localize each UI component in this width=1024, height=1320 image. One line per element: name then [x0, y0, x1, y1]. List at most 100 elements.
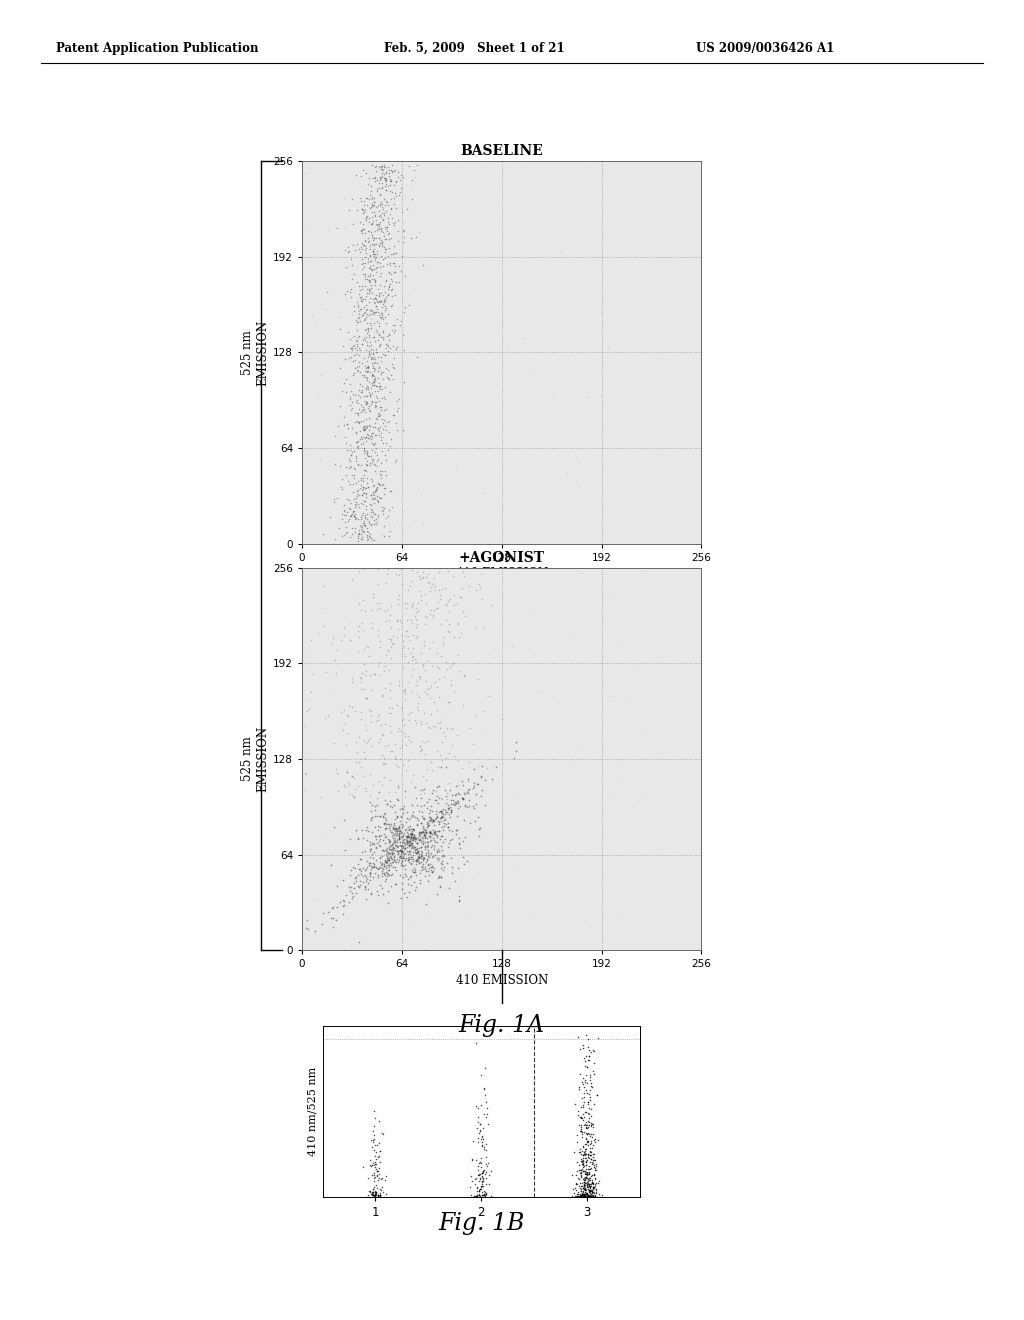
Point [394, 799, 411, 820]
Point [375, 426, 391, 447]
Point [474, 1172, 490, 1193]
Point [369, 788, 385, 809]
Point [471, 1122, 487, 1143]
Point [374, 1168, 390, 1189]
Point [378, 173, 394, 194]
Point [476, 1078, 493, 1100]
Point [340, 417, 356, 438]
Point [570, 1159, 587, 1180]
Point [464, 796, 480, 817]
Point [575, 1171, 592, 1192]
Point [427, 822, 443, 843]
Point [366, 475, 382, 496]
Point [369, 322, 385, 343]
Point [436, 845, 453, 866]
Point [580, 1131, 596, 1152]
Point [344, 253, 360, 275]
Point [396, 722, 413, 743]
Point [587, 1185, 603, 1206]
Point [372, 183, 388, 205]
Point [395, 227, 412, 248]
Point [574, 1187, 591, 1208]
Point [362, 727, 379, 748]
Point [375, 499, 391, 520]
Point [477, 1164, 494, 1185]
Point [433, 867, 450, 888]
Point [384, 843, 400, 865]
Point [409, 849, 425, 870]
Point [391, 817, 408, 838]
Point [390, 166, 407, 187]
Point [341, 829, 357, 850]
Point [357, 416, 374, 437]
Point [394, 803, 411, 824]
Point [401, 849, 418, 870]
Point [422, 688, 438, 709]
Point [323, 680, 339, 701]
Point [382, 820, 398, 841]
Point [436, 800, 453, 821]
Point [368, 826, 384, 847]
Point [375, 322, 391, 343]
Point [353, 198, 370, 219]
Point [430, 657, 446, 678]
Point [392, 738, 409, 759]
Point [400, 755, 417, 776]
Point [579, 1187, 595, 1208]
Point [346, 326, 362, 347]
Point [394, 878, 411, 899]
Point [369, 375, 385, 396]
Point [431, 686, 447, 708]
Point [587, 1150, 603, 1171]
Point [393, 737, 410, 758]
Point [422, 854, 438, 875]
Point [350, 479, 367, 500]
Point [382, 636, 398, 657]
Point [378, 1166, 394, 1187]
Point [419, 606, 435, 627]
Point [584, 1041, 600, 1063]
Point [386, 818, 402, 840]
Point [360, 220, 377, 242]
Point [568, 1172, 585, 1193]
Point [501, 339, 517, 360]
Title: BASELINE: BASELINE [461, 144, 543, 158]
Point [420, 816, 436, 837]
Point [580, 1177, 596, 1199]
Point [372, 463, 388, 484]
Point [369, 181, 385, 202]
Point [339, 413, 355, 434]
Point [628, 656, 644, 677]
Point [369, 234, 385, 255]
Point [422, 822, 438, 843]
Point [414, 837, 430, 858]
Point [366, 244, 382, 265]
Point [383, 280, 399, 301]
Point [583, 1144, 599, 1166]
Point [338, 504, 354, 525]
Point [373, 399, 389, 420]
Point [342, 282, 358, 304]
Point [573, 1127, 590, 1148]
Point [354, 663, 371, 684]
Point [427, 845, 443, 866]
Point [368, 396, 384, 417]
Point [352, 290, 369, 312]
Point [390, 619, 407, 640]
Point [345, 457, 361, 478]
Point [378, 162, 394, 183]
Point [387, 817, 403, 838]
Point [373, 467, 389, 488]
Point [441, 614, 458, 635]
Point [349, 742, 366, 763]
Point [357, 319, 374, 341]
Point [360, 317, 377, 338]
Point [477, 1181, 494, 1203]
Point [372, 304, 388, 325]
Point [581, 1147, 597, 1168]
Point [403, 822, 420, 843]
Point [370, 1185, 386, 1206]
Point [572, 1121, 589, 1142]
Point [374, 474, 390, 495]
Point [356, 230, 373, 251]
